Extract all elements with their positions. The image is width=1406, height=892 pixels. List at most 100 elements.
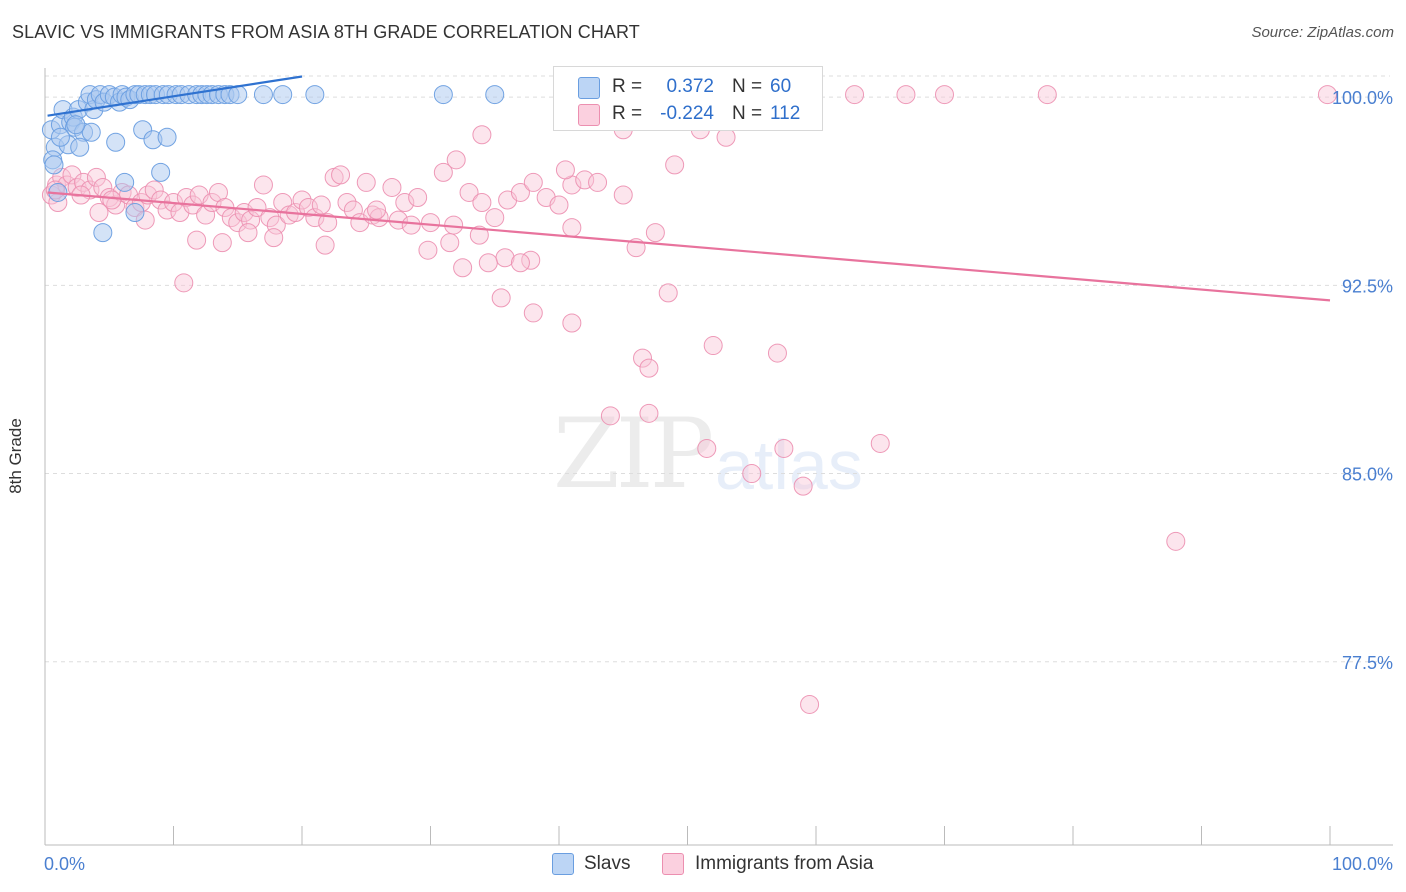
point-immigrants-from-asia — [356, 172, 376, 192]
legend-label-immigrants: Immigrants from Asia — [695, 853, 874, 874]
x-tick-label: 100.0% — [1332, 854, 1393, 874]
y-tick-label: 92.5% — [1342, 276, 1393, 296]
point-immigrants-from-asia — [421, 213, 440, 233]
r-value-slavs: 0.372 — [666, 76, 714, 97]
point-immigrants-from-asia — [212, 233, 232, 253]
point-immigrants-from-asia — [472, 125, 492, 145]
point-immigrants-from-asia — [472, 193, 492, 213]
point-immigrants-from-asia — [74, 172, 94, 192]
y-tick-label: 100.0% — [1332, 88, 1393, 108]
point-immigrants-from-asia — [485, 208, 505, 228]
point-immigrants-from-asia — [106, 195, 126, 215]
point-immigrants-from-asia — [588, 172, 608, 192]
point-immigrants-from-asia — [247, 198, 267, 218]
point-immigrants-from-asia — [639, 403, 659, 423]
point-immigrants-from-asia — [331, 165, 351, 185]
point-immigrants-from-asia — [600, 406, 620, 426]
point-immigrants-from-asia — [742, 464, 762, 484]
point-immigrants-from-asia — [469, 225, 489, 245]
chart-title: SLAVIC VS IMMIGRANTS FROM ASIA 8TH GRADE… — [12, 22, 640, 42]
point-slavs — [125, 203, 145, 223]
trend-line-slavs — [47, 75, 303, 117]
point-immigrants-from-asia — [369, 208, 389, 228]
point-immigrants-from-asia — [89, 203, 109, 223]
point-immigrants-from-asia — [86, 167, 106, 187]
point-immigrants-from-asia — [478, 253, 498, 273]
point-slavs — [70, 137, 90, 157]
n-value-immigrants: 112 — [770, 103, 801, 124]
point-immigrants-from-asia — [562, 218, 582, 238]
point-immigrants-from-asia — [446, 150, 466, 170]
point-slavs — [273, 85, 293, 105]
watermark-zip: ZIP — [553, 398, 714, 510]
point-immigrants-from-asia — [549, 195, 569, 215]
correlation-legend: R = 0.372 N = 60 R = -0.224 N = 112 — [553, 66, 823, 131]
r-label: R = — [612, 76, 643, 97]
point-slavs — [253, 85, 273, 105]
point-immigrants-from-asia — [767, 343, 787, 363]
point-slavs — [50, 127, 70, 147]
r-value-immigrants: -0.224 — [660, 103, 714, 124]
point-immigrants-from-asia — [433, 162, 453, 182]
point-immigrants-from-asia — [845, 85, 865, 105]
point-immigrants-from-asia — [440, 233, 460, 253]
point-immigrants-from-asia — [523, 303, 543, 323]
n-value-slavs: 60 — [770, 76, 792, 97]
point-slavs — [305, 85, 325, 105]
point-immigrants-from-asia — [896, 85, 916, 105]
point-immigrants-from-asia — [774, 438, 794, 458]
point-immigrants-from-asia — [174, 273, 194, 293]
legend-swatch-immigrants — [662, 853, 684, 875]
axes — [44, 68, 1393, 846]
point-immigrants-from-asia — [510, 253, 530, 273]
trend-lines — [47, 75, 1331, 302]
point-immigrants-from-asia — [311, 195, 331, 215]
point-immigrants-from-asia — [264, 228, 284, 248]
point-immigrants-from-asia — [266, 215, 286, 235]
point-immigrants-from-asia — [793, 476, 813, 496]
point-immigrants-from-asia — [800, 694, 820, 714]
point-immigrants-from-asia — [870, 433, 890, 453]
n-label: N = — [732, 76, 763, 97]
point-immigrants-from-asia — [523, 172, 543, 192]
legend-row-immigrants: R = -0.224 N = 112 — [554, 101, 822, 128]
point-immigrants-from-asia — [292, 190, 312, 210]
point-immigrants-from-asia — [241, 210, 261, 230]
grid-lines — [45, 75, 1390, 663]
point-immigrants-from-asia — [639, 358, 659, 378]
point-immigrants-from-asia — [1166, 531, 1186, 551]
point-immigrants-from-asia — [697, 438, 717, 458]
point-immigrants-from-asia — [418, 240, 438, 260]
point-slavs — [44, 155, 64, 175]
point-slavs — [433, 85, 453, 105]
point-immigrants-from-asia — [382, 177, 402, 197]
y-tick-label: 77.5% — [1342, 653, 1393, 673]
n-label: N = — [732, 103, 763, 124]
point-immigrants-from-asia — [459, 182, 479, 202]
point-immigrants-from-asia — [367, 200, 387, 220]
point-slavs — [66, 115, 86, 135]
source-credit: Source: ZipAtlas.com — [1251, 24, 1394, 41]
series-slavs-points — [41, 85, 505, 243]
point-immigrants-from-asia — [510, 182, 530, 202]
point-immigrants-from-asia — [491, 288, 511, 308]
point-immigrants-from-asia — [102, 190, 122, 210]
point-slavs — [115, 172, 135, 192]
point-immigrants-from-asia — [1037, 85, 1057, 105]
point-immigrants-from-asia — [395, 193, 415, 213]
point-immigrants-from-asia — [645, 223, 665, 243]
trend-line-immigrants-from-asia — [47, 191, 1331, 302]
point-immigrants-from-asia — [318, 213, 338, 233]
point-immigrants-from-asia — [935, 85, 954, 105]
legend-label-slavs: Slavs — [584, 853, 631, 874]
legend-row-slavs: R = 0.372 N = 60 — [554, 74, 822, 101]
point-slavs — [485, 85, 505, 105]
point-immigrants-from-asia — [388, 210, 408, 230]
y-tick-label: 85.0% — [1342, 465, 1393, 485]
point-immigrants-from-asia — [658, 283, 678, 303]
point-immigrants-from-asia — [260, 208, 280, 228]
point-immigrants-from-asia — [337, 193, 357, 213]
point-immigrants-from-asia — [703, 336, 723, 356]
point-slavs — [106, 132, 126, 152]
